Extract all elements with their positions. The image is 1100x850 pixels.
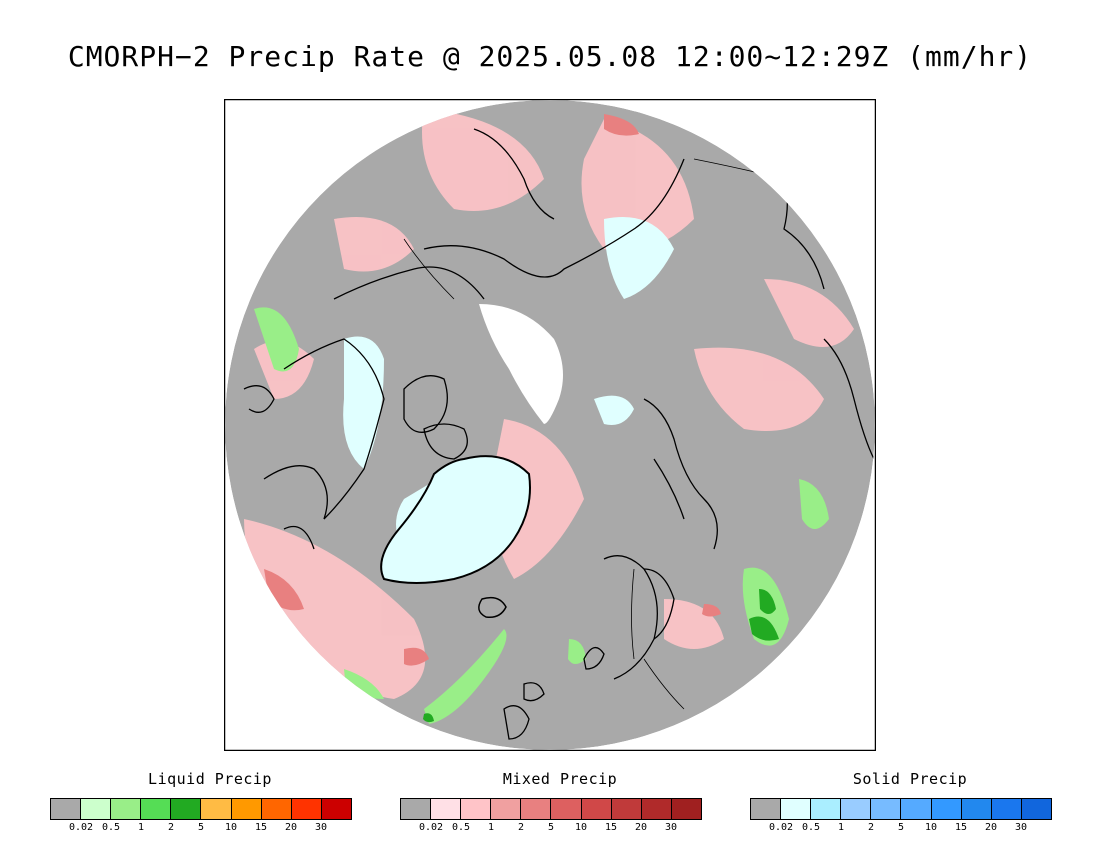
legend-swatch bbox=[491, 799, 522, 819]
legend-swatch bbox=[961, 799, 992, 819]
legend-swatch bbox=[171, 799, 202, 819]
legend-swatch bbox=[291, 799, 322, 819]
legend-swatch bbox=[401, 799, 432, 819]
legend-tick-label: 10 bbox=[224, 822, 238, 833]
legend-tick-label: 20 bbox=[984, 822, 998, 833]
legend-swatch bbox=[261, 799, 292, 819]
legend-swatch bbox=[781, 799, 812, 819]
color-bar bbox=[50, 798, 352, 820]
legend-tick-label: 10 bbox=[924, 822, 938, 833]
legend-swatch bbox=[581, 799, 612, 819]
color-bar bbox=[750, 798, 1052, 820]
legend-swatch bbox=[611, 799, 642, 819]
legend-tick-label: 10 bbox=[574, 822, 588, 833]
legend-tick-label: 15 bbox=[254, 822, 268, 833]
tick-labels: 0.02 0.5 1 2 5 10 15 20 30 bbox=[400, 820, 702, 834]
legend-swatch bbox=[431, 799, 462, 819]
legend-tick-label: 0.5 bbox=[451, 822, 471, 833]
mixed-precip-heavy bbox=[264, 114, 721, 666]
legend-tick-label: 30 bbox=[1014, 822, 1028, 833]
legend-tick-label: 1 bbox=[837, 822, 845, 833]
legend-tick-label: 5 bbox=[897, 822, 905, 833]
legend-swatch bbox=[521, 799, 552, 819]
legend-swatch bbox=[931, 799, 962, 819]
legend-title: Solid Precip bbox=[852, 770, 968, 788]
legend-swatch bbox=[321, 799, 351, 819]
legend-tick-label: 2 bbox=[867, 822, 875, 833]
liquid-precip-heavy bbox=[423, 589, 779, 723]
legend-swatch bbox=[81, 799, 112, 819]
legend-swatch bbox=[141, 799, 172, 819]
legend-tick-label: 0.5 bbox=[801, 822, 821, 833]
legend-swatch bbox=[1021, 799, 1051, 819]
legend-tick-label: 30 bbox=[664, 822, 678, 833]
map-title: CMORPH−2 Precip Rate @ 2025.05.08 12:00~… bbox=[67, 40, 1033, 73]
tick-labels: 0.02 0.5 1 2 5 10 15 20 30 bbox=[750, 820, 1052, 834]
legend-swatch bbox=[231, 799, 262, 819]
legend-tick-label: 0.5 bbox=[101, 822, 121, 833]
legend-swatch bbox=[671, 799, 701, 819]
legend-tick-label: 20 bbox=[634, 822, 648, 833]
legend-tick-label: 1 bbox=[137, 822, 145, 833]
polar-map[interactable] bbox=[224, 99, 876, 751]
legend-mixed-precip: Mixed Precip 0.02 0.5 1 2 5 10 15 20 30 bbox=[400, 770, 720, 834]
legend-tick-label: 1 bbox=[487, 822, 495, 833]
legend-tick-label: 0.02 bbox=[418, 822, 444, 833]
tick-labels: 0.02 0.5 1 2 5 10 15 20 30 bbox=[50, 820, 352, 834]
legend-title: Liquid Precip bbox=[148, 770, 272, 788]
legend-tick-label: 2 bbox=[167, 822, 175, 833]
legend-swatch bbox=[841, 799, 872, 819]
legend-swatch bbox=[461, 799, 492, 819]
legend-tick-label: 30 bbox=[314, 822, 328, 833]
legend-tick-label: 0.02 bbox=[68, 822, 94, 833]
iceland-coastline bbox=[478, 596, 507, 619]
legend-swatch bbox=[901, 799, 932, 819]
legend-swatch bbox=[991, 799, 1022, 819]
legend-tick-label: 5 bbox=[197, 822, 205, 833]
legend-tick-label: 5 bbox=[547, 822, 555, 833]
legend-solid-precip: Solid Precip 0.02 0.5 1 2 5 10 15 20 30 bbox=[750, 770, 1070, 834]
legend-tick-label: 15 bbox=[604, 822, 618, 833]
greenland-coastline bbox=[380, 455, 531, 584]
legend-tick-label: 0.02 bbox=[768, 822, 794, 833]
legend-swatch bbox=[111, 799, 142, 819]
legend-swatch bbox=[811, 799, 842, 819]
legend-swatch bbox=[201, 799, 232, 819]
legend-swatch bbox=[641, 799, 672, 819]
legend-swatch bbox=[751, 799, 782, 819]
polar-map-canvas bbox=[224, 99, 876, 751]
legend-tick-label: 2 bbox=[517, 822, 525, 833]
no-data-region bbox=[479, 304, 563, 424]
color-bar bbox=[400, 798, 702, 820]
legend-swatch bbox=[871, 799, 902, 819]
legend-swatch bbox=[551, 799, 582, 819]
legend-tick-label: 20 bbox=[284, 822, 298, 833]
legend-title: Mixed Precip bbox=[502, 770, 618, 788]
legend-swatch bbox=[51, 799, 82, 819]
legend-liquid-precip: Liquid Precip 0.02 0.5 1 2 5 10 15 20 30 bbox=[50, 770, 370, 834]
legend-tick-label: 15 bbox=[954, 822, 968, 833]
